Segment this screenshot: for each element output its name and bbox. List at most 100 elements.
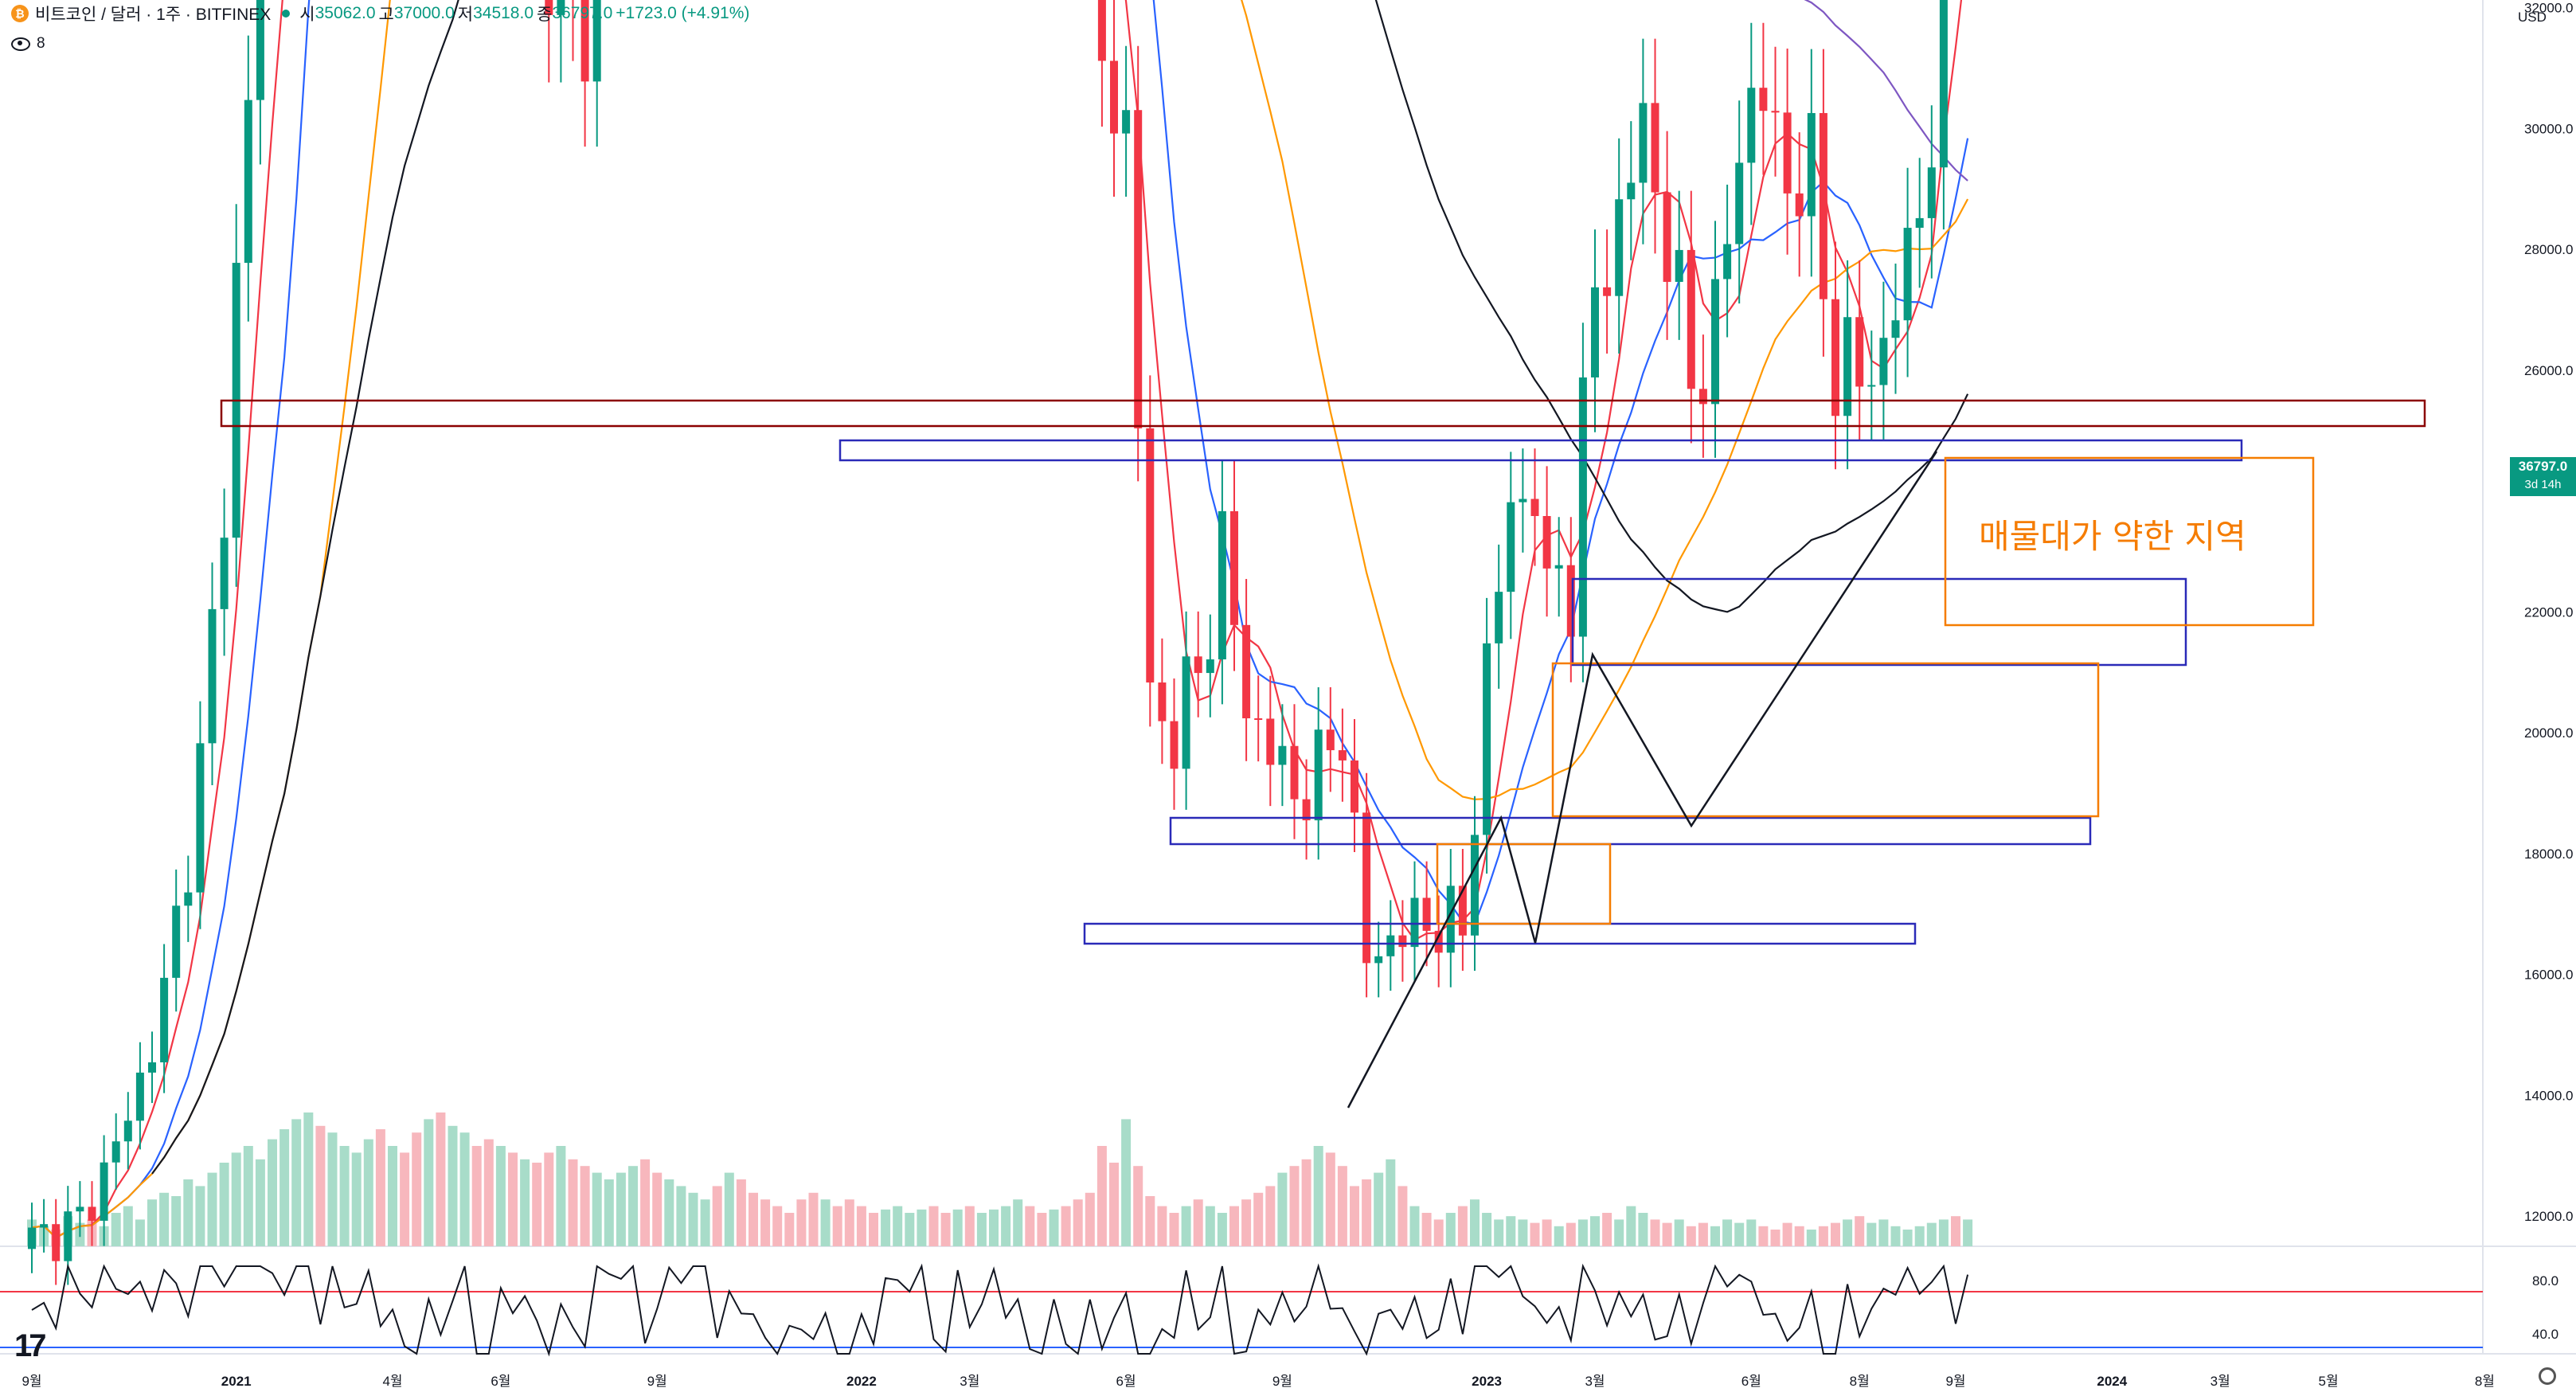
eye-icon — [11, 37, 30, 51]
candle-body — [1603, 287, 1612, 296]
candles — [28, 0, 1948, 1285]
volume-bar — [1710, 1226, 1720, 1246]
volume-bar — [1662, 1222, 1672, 1246]
volume-bar — [1241, 1199, 1252, 1246]
candle-body — [100, 1162, 108, 1221]
volume-bar — [1951, 1216, 1960, 1246]
volume-bar — [1914, 1226, 1925, 1246]
x-tick-label: 3월 — [2211, 1374, 2230, 1389]
volume-bar — [820, 1199, 831, 1246]
volume-bar — [1397, 1186, 1408, 1246]
volume-bar — [1109, 1163, 1119, 1246]
candle-body — [580, 0, 589, 82]
volume-bar — [1638, 1213, 1648, 1246]
volume-bar — [255, 1159, 265, 1246]
volume-bar — [749, 1192, 758, 1246]
candle-body — [1410, 897, 1419, 948]
candle-body — [1434, 930, 1443, 953]
volume-bar — [424, 1119, 434, 1246]
candle-body — [1783, 112, 1792, 194]
gear-icon[interactable] — [2539, 1367, 2556, 1385]
volume-bar — [881, 1209, 891, 1246]
volume-bar — [736, 1179, 746, 1246]
candle-body — [557, 0, 565, 15]
volume-bar — [712, 1186, 722, 1246]
candle-body — [1422, 897, 1431, 931]
volume-bar — [1325, 1152, 1335, 1246]
volume-bar — [1289, 1166, 1300, 1246]
volume-bar — [1794, 1226, 1804, 1246]
x-tick-label: 3월 — [960, 1374, 979, 1389]
tradingview-logo[interactable]: 17 — [14, 1328, 46, 1363]
candle-body — [1386, 935, 1395, 956]
bar-countdown: 3d 14h — [2524, 478, 2562, 491]
volume-bar — [388, 1146, 397, 1246]
volume-bar — [604, 1179, 614, 1246]
candle-body — [1615, 199, 1624, 296]
volume-bar — [207, 1172, 217, 1246]
volume-bar — [1686, 1226, 1696, 1246]
volume-bar — [1265, 1186, 1276, 1246]
candle-body — [1675, 249, 1683, 282]
candle-body — [1446, 886, 1455, 953]
candle-body — [1314, 729, 1323, 821]
y-tick-label: 22000.0 — [2524, 604, 2573, 620]
volume-bar — [315, 1125, 326, 1246]
x-tick-label: 2023 — [1472, 1374, 1502, 1389]
volume-bar — [976, 1213, 987, 1246]
volume-bar — [159, 1192, 170, 1246]
candle-body — [1735, 162, 1744, 244]
volume-bar — [1938, 1219, 1949, 1246]
high-value: 37000.0 — [393, 4, 455, 22]
volume-bar — [1674, 1219, 1684, 1246]
volume-bar — [1025, 1206, 1035, 1246]
x-tick-label: 2024 — [2097, 1374, 2127, 1389]
candle-body — [123, 1120, 132, 1142]
volume-bar — [1602, 1213, 1612, 1246]
candle-body — [1254, 718, 1263, 720]
volume-bar — [1867, 1222, 1877, 1246]
volume-bar — [1890, 1226, 1901, 1246]
volume-bar — [135, 1219, 145, 1246]
volume-bar — [459, 1132, 470, 1246]
zone-blue-top — [838, 439, 2243, 462]
currency-label[interactable]: USD — [2518, 10, 2547, 25]
candle-body — [1698, 389, 1707, 405]
volume-bar — [268, 1139, 277, 1246]
zone-blue-21k — [1083, 922, 1917, 945]
volume-bar — [1409, 1206, 1420, 1246]
x-tick-label: 6월 — [1116, 1374, 1136, 1389]
candle-body — [1747, 88, 1756, 163]
volume-bar — [400, 1152, 410, 1246]
candle-body — [1122, 110, 1131, 134]
volume-bar — [291, 1119, 302, 1246]
candle-body — [1879, 338, 1888, 385]
volume-bars — [27, 1112, 1973, 1246]
candle-body — [1218, 510, 1226, 659]
volume-bar — [1133, 1166, 1143, 1246]
symbol-title[interactable]: 비트코인 / 달러 · 1주 · BITFINEX — [35, 6, 272, 24]
change-value: +1723.0 (+4.91%) — [616, 4, 750, 22]
candle-body — [1338, 750, 1347, 761]
volume-bar — [111, 1213, 121, 1246]
chart-header: ₿ 비트코인 / 달러 · 1주 · BITFINEX 시 35062.0 고 … — [0, 0, 752, 27]
candle-body — [1939, 0, 1948, 168]
candle-body — [1519, 499, 1527, 502]
candle-body — [1627, 182, 1636, 200]
volume-bar — [303, 1112, 314, 1246]
indicator-toggle[interactable]: 8 — [11, 35, 45, 53]
volume-bar — [1902, 1230, 1913, 1246]
zone-orange-low — [1436, 843, 1612, 925]
volume-bar — [1542, 1219, 1552, 1246]
zone-blue-24k — [1169, 816, 2092, 846]
candle-body — [28, 1227, 36, 1249]
candle-body — [196, 743, 205, 893]
candle-body — [1819, 112, 1827, 299]
volume-bar — [1963, 1219, 1973, 1246]
volume-bar — [676, 1186, 686, 1246]
volume-bar — [952, 1209, 963, 1246]
candle-body — [1663, 192, 1671, 282]
close-label: 종 — [537, 6, 553, 24]
y-tick-label: 28000.0 — [2524, 242, 2573, 257]
